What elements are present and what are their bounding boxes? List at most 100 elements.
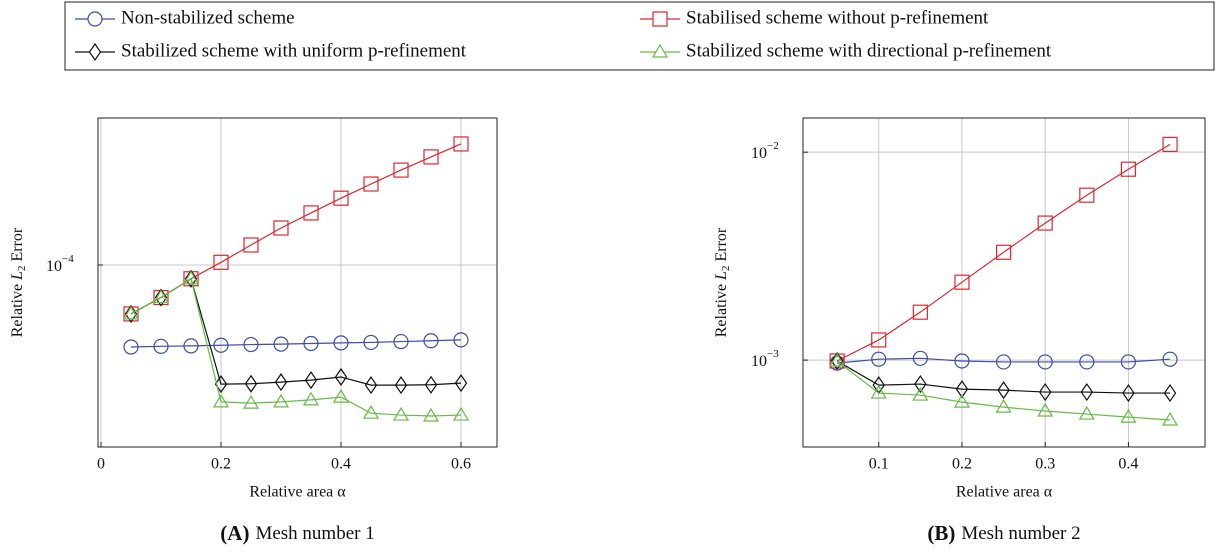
marker: [213, 254, 229, 270]
marker: [914, 374, 927, 394]
marker: [453, 332, 469, 348]
marker: [997, 381, 1010, 400]
marker: [242, 394, 260, 409]
marker: [912, 386, 929, 401]
marker: [214, 375, 228, 394]
series-line: [130, 143, 462, 315]
y-tick-label: 10−4: [46, 253, 74, 275]
marker: [912, 304, 928, 320]
marker: [871, 351, 887, 367]
x-tick-label: 0.2: [952, 456, 972, 473]
x-tick-label: 0.2: [211, 456, 231, 473]
series-line: [130, 277, 462, 386]
series-line: [130, 339, 462, 348]
x-tick-label: 0.4: [331, 456, 351, 473]
y-axis-label-part: Relative: [713, 280, 730, 337]
y-tick-exponent: −4: [62, 253, 74, 265]
x-tick-label: 0.4: [1118, 456, 1138, 473]
marker: [333, 335, 349, 351]
marker: [153, 338, 169, 354]
marker: [1078, 405, 1095, 420]
marker: [1037, 215, 1053, 231]
marker: [871, 332, 887, 348]
y-tick-label: 10−2: [751, 140, 779, 162]
marker: [1079, 187, 1095, 203]
caption-title: Mesh number 1: [255, 523, 374, 544]
marker: [423, 149, 439, 165]
marker: [954, 274, 970, 290]
x-tick-label: 0: [97, 456, 105, 473]
marker: [87, 11, 103, 27]
marker: [362, 405, 380, 419]
marker: [453, 136, 469, 152]
marker: [995, 244, 1012, 260]
marker: [394, 376, 408, 395]
marker: [243, 237, 259, 253]
marker: [393, 162, 409, 178]
marker: [995, 398, 1012, 413]
marker: [953, 393, 971, 408]
y-tick-label: 10−3: [751, 348, 779, 370]
marker: [272, 393, 290, 408]
legend-text: Stabilized scheme with directional p-ref…: [686, 40, 1052, 61]
marker: [1120, 408, 1137, 423]
legend-text: Stabilized scheme with uniform p-refinem…: [121, 40, 467, 61]
marker: [1162, 351, 1178, 367]
marker: [954, 353, 970, 369]
marker: [182, 270, 200, 285]
series-line: [836, 360, 1171, 394]
marker: [244, 374, 258, 393]
plot-frame: [802, 117, 1206, 448]
x-tick-label: 0.3: [1035, 456, 1055, 473]
marker: [452, 406, 470, 421]
marker: [183, 338, 199, 354]
series-line: [836, 360, 1171, 421]
marker: [273, 220, 289, 236]
y-axis-label: Relative L2 Error: [713, 227, 732, 337]
x-axis-label: Relative area α: [956, 484, 1053, 501]
y-axis-label-part: L: [9, 271, 26, 281]
marker: [652, 11, 668, 27]
y-axis-label-part: 2: [720, 266, 732, 272]
marker: [1037, 354, 1053, 370]
marker: [422, 407, 440, 422]
series-line: [837, 357, 1171, 364]
y-axis-label: Relative L2 Error: [9, 227, 28, 337]
y-axis-label-part: Relative: [9, 280, 26, 337]
plot-frame: [97, 117, 498, 448]
marker: [213, 337, 229, 353]
marker: [955, 380, 969, 399]
marker: [1038, 382, 1052, 402]
legend-text: Non-stabilized scheme: [121, 7, 295, 28]
caption-label: (B): [927, 521, 955, 545]
marker: [123, 339, 139, 355]
marker: [184, 269, 198, 288]
marker: [304, 371, 318, 390]
y-axis-label-part: 2: [16, 266, 28, 272]
marker: [152, 289, 170, 304]
y-tick-exponent: −2: [767, 140, 779, 152]
marker: [303, 205, 319, 221]
marker: [364, 376, 378, 395]
marker: [1037, 402, 1054, 417]
marker: [1162, 136, 1178, 152]
marker: [243, 336, 259, 353]
marker: [454, 374, 468, 393]
x-tick-label: 0.6: [451, 456, 471, 473]
marker: [122, 305, 140, 320]
marker: [303, 335, 319, 352]
marker: [424, 375, 438, 394]
marker: [830, 351, 844, 371]
series-line: [130, 277, 462, 417]
marker: [333, 190, 349, 206]
marker: [393, 333, 409, 350]
marker: [212, 393, 230, 408]
marker: [1120, 354, 1137, 370]
marker: [392, 406, 410, 421]
x-tick-label: 0.1: [869, 456, 889, 473]
marker: [1120, 161, 1137, 177]
marker: [273, 336, 289, 352]
y-tick-exponent: −3: [767, 348, 779, 360]
marker: [363, 176, 379, 192]
